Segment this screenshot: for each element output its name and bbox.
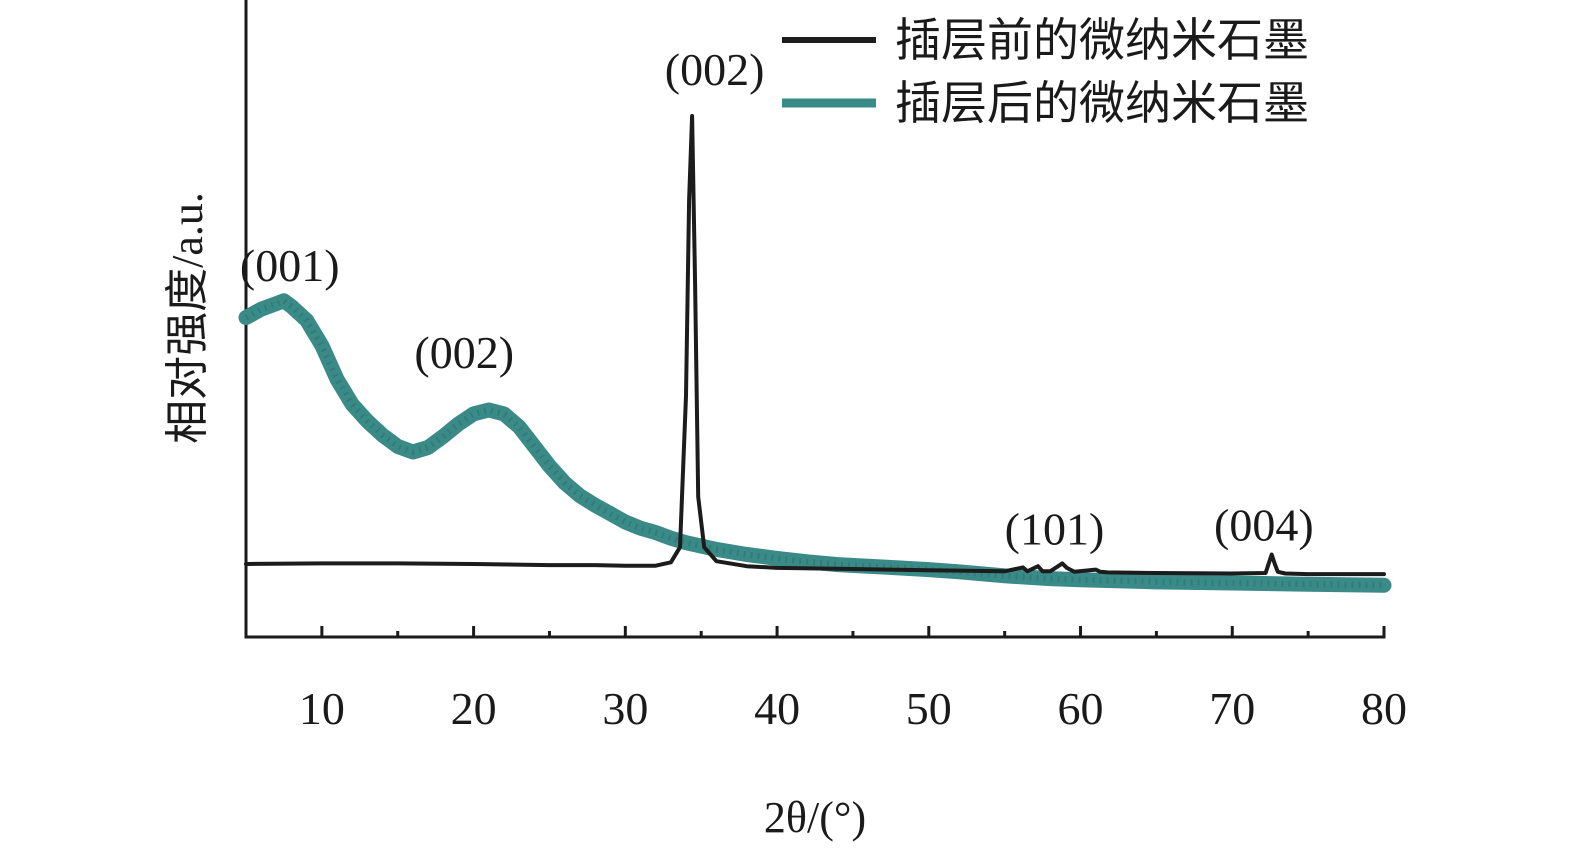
series-layer [238, 114, 1392, 593]
legend-label-2: 插层后的微纳米石墨 [895, 78, 1309, 129]
peak-label: (004) [1214, 499, 1314, 550]
x-tick-label: 40 [754, 683, 800, 734]
x-tick-label: 70 [1209, 683, 1255, 734]
series-line-1 [244, 114, 1386, 577]
x-axis-label: 2θ/(°) [764, 793, 866, 842]
x-tick-label: 20 [451, 683, 497, 734]
peak-label: (001) [240, 240, 340, 291]
x-tick-label: 10 [299, 683, 345, 734]
peak-label: (002) [665, 44, 765, 95]
axes: 10 20 30 40 50 60 70 80 [244, 0, 1407, 734]
peak-annotations: (001) (002) (002) (101) (004) [240, 44, 1314, 554]
x-tick-label: 30 [602, 683, 648, 734]
peak-label: (002) [414, 327, 514, 378]
x-tick-label: 80 [1361, 683, 1407, 734]
x-tick-label: 60 [1058, 683, 1104, 734]
peak-label: (101) [1005, 503, 1105, 554]
x-tick-label: 50 [906, 683, 952, 734]
legend-label-1: 插层前的微纳米石墨 [895, 15, 1309, 66]
y-axis-label: 相对强度/a.u. [163, 192, 212, 444]
